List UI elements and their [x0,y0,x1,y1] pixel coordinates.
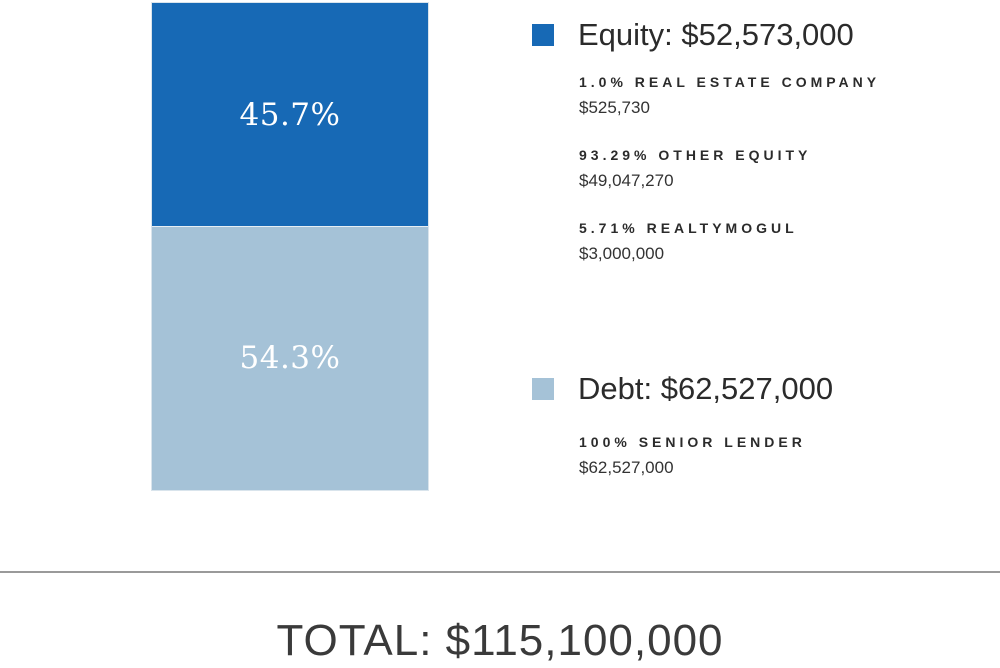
legend-entry-equity: Equity: $52,573,000 [532,15,854,55]
legend-swatch-debt [532,378,554,400]
bar-segment-equity: 45.7% [152,3,428,226]
data-label-equity-percent: 45.7% [239,96,341,133]
sub-item-value: $62,527,000 [579,458,674,477]
sub-item-name: 1.0% REAL ESTATE COMPANY [579,74,881,90]
legend-swatch-equity [532,24,554,46]
legend-sub-item: 100% SENIOR LENDER $62,527,000 [579,434,806,478]
legend-sub-item: 1.0% REAL ESTATE COMPANY $525,730 [579,74,880,118]
legend-title-debt: Debt: $62,527,000 [578,371,834,406]
sub-item-name: 100% SENIOR LENDER [579,434,806,450]
legend-title-equity: Equity: $52,573,000 [578,17,854,52]
horizontal-divider [0,571,1000,573]
legend-entry-debt: Debt: $62,527,000 [532,369,833,409]
sub-item-value: $525,730 [579,98,650,117]
data-label-debt-percent: 54.3% [239,340,341,376]
sub-item-value: $49,047,270 [579,171,674,190]
stacked-bar: 45.7% 54.3% [151,2,429,491]
legend-group-equity: Equity: $52,573,000 1.0% REAL ESTATE COM… [532,15,876,263]
sub-item-name: 5.71% REALTYMOGUL [579,220,798,236]
legend-group-debt: Debt: $62,527,000 100% SENIOR LENDER $62… [532,369,833,477]
sub-item-value: $3,000,000 [579,244,665,263]
legend-sub-item: 93.29% OTHER EQUITY $49,047,270 [579,147,811,191]
segment-divider [152,226,428,227]
bar-segment-debt: 54.3% [152,226,428,490]
total-label: TOTAL: $115,100,000 [276,616,724,665]
sub-item-name: 93.29% OTHER EQUITY [579,147,812,163]
legend-sub-item: 5.71% REALTYMOGUL $3,000,000 [579,220,798,264]
